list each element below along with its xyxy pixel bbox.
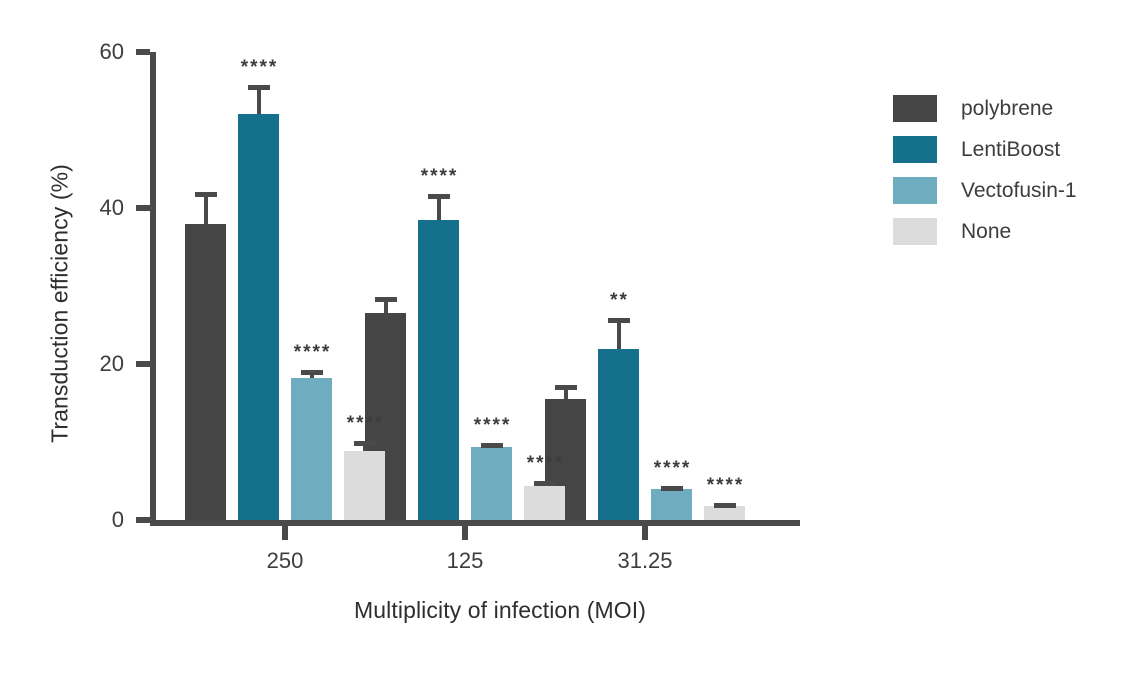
error-bar-cap xyxy=(660,485,683,491)
legend-item-lentiboost[interactable]: LentiBoost xyxy=(893,129,1123,170)
legend-item-label: LentiBoost xyxy=(961,137,1061,161)
plot-area: 0 20 40 60 250 125 31.25 **** **** ** **** **** **… xyxy=(99,39,800,573)
y-tick-label: 60 xyxy=(99,39,124,64)
bar-lentiboost-125 xyxy=(418,219,459,520)
significance-label: **** xyxy=(473,414,512,436)
legend-item-polybrene[interactable]: polybrene xyxy=(893,88,1123,129)
x-axis-title: Multiplicity of infection (MOI) xyxy=(354,597,646,623)
error-bar-cap xyxy=(480,442,503,448)
error-bar-cap xyxy=(554,385,577,391)
bar-lentiboost-31.25 xyxy=(598,349,639,520)
error-bar-stem xyxy=(616,317,621,350)
significance-label: **** xyxy=(706,474,745,496)
y-tick-label: 40 xyxy=(99,195,124,220)
error-bar-cap xyxy=(427,193,450,199)
legend-item-none[interactable]: None xyxy=(893,211,1123,252)
error-bar-stem xyxy=(203,192,208,224)
error-bar-stem xyxy=(383,296,388,313)
legend-item-label: polybrene xyxy=(961,96,1054,120)
error-bar-cap xyxy=(353,441,376,447)
bar-polybrene-250 xyxy=(185,223,226,520)
x-tick-label: 250 xyxy=(266,548,304,573)
error-bar-stem xyxy=(563,385,568,400)
bar-none-125 xyxy=(524,485,565,520)
y-tick-label: 0 xyxy=(111,507,124,532)
legend-swatch-icon xyxy=(893,136,937,163)
bar-lentiboost-250 xyxy=(238,114,279,520)
x-tick-mark xyxy=(462,526,468,540)
error-bar-cap xyxy=(300,370,323,376)
bar-vectofusin-1-250 xyxy=(291,378,332,520)
bar-none-31.25 xyxy=(704,505,745,520)
significance-label: **** xyxy=(240,56,279,78)
significance-label: **** xyxy=(420,165,459,187)
legend-swatch-icon xyxy=(893,218,937,245)
legend-item-label: None xyxy=(961,219,1012,243)
x-axis-line xyxy=(150,520,800,526)
y-tick-mark xyxy=(136,49,150,55)
y-axis-line xyxy=(150,52,156,526)
significance-label: ** xyxy=(610,289,629,311)
y-tick-mark xyxy=(136,361,150,367)
bar-vectofusin-1-125 xyxy=(471,447,512,520)
error-bar-cap xyxy=(533,481,556,486)
x-tick-mark xyxy=(642,526,648,540)
y-tick-mark xyxy=(136,205,150,211)
legend-item-vectofusin-1[interactable]: Vectofusin-1 xyxy=(893,170,1123,211)
x-tick-label: 31.25 xyxy=(617,548,673,573)
significance-label: **** xyxy=(346,413,385,435)
error-bar-cap xyxy=(374,296,397,302)
significance-label: **** xyxy=(526,453,565,474)
error-bar-cap xyxy=(247,84,270,90)
bar-vectofusin-1-31.25 xyxy=(651,488,692,520)
error-bar-cap xyxy=(194,192,217,198)
chart-legend: polybrene LentiBoost Vectofusin-1 None xyxy=(893,88,1123,252)
error-bar-stem xyxy=(256,84,261,115)
legend-swatch-icon xyxy=(893,177,937,204)
y-tick-label: 20 xyxy=(99,351,124,376)
bar-none-250 xyxy=(344,450,385,520)
x-tick-label: 125 xyxy=(446,548,484,573)
y-tick-mark xyxy=(136,517,150,523)
y-axis-title: Transduction efficiency (%) xyxy=(46,164,73,443)
error-bar-cap xyxy=(713,502,736,508)
legend-item-label: Vectofusin-1 xyxy=(961,178,1077,202)
error-bar-cap xyxy=(607,317,630,323)
legend-swatch-icon xyxy=(893,95,937,122)
x-tick-mark xyxy=(282,526,288,540)
significance-label: **** xyxy=(653,457,692,479)
significance-label: **** xyxy=(293,342,332,364)
error-bar-stem xyxy=(436,193,441,220)
